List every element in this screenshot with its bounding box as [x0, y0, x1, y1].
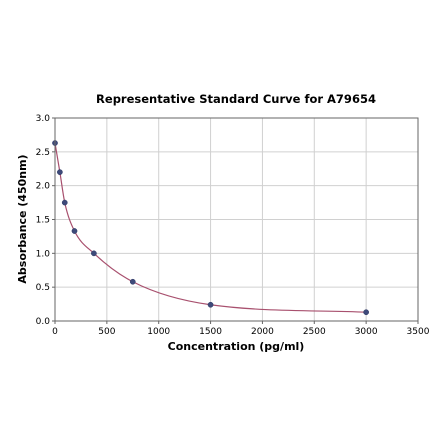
x-tick-label: 1500: [199, 327, 222, 337]
data-point: [61, 199, 68, 206]
x-tick-label: 2500: [303, 327, 326, 337]
y-tick-label: 0.5: [36, 283, 50, 293]
x-tick-label: 2000: [251, 327, 274, 337]
x-tick-label: 500: [98, 327, 115, 337]
x-axis-ticks: 0 500 1000 1500 2000 2500 3000 3500: [52, 321, 430, 337]
data-point: [71, 228, 78, 234]
y-tick-label: 1.0: [36, 249, 51, 259]
y-tick-label: 2.0: [36, 182, 51, 192]
data-point: [363, 309, 369, 316]
chart-title: Representative Standard Curve for A79654: [96, 92, 376, 106]
y-tick-label: 1.5: [36, 216, 50, 226]
data-point: [207, 301, 214, 308]
y-tick-label: 3.0: [36, 114, 51, 124]
x-tick-label: 3500: [407, 327, 430, 337]
x-tick-label: 3000: [355, 327, 378, 337]
data-point: [129, 278, 136, 285]
y-axis-label: Absorbance (450nm): [16, 154, 29, 283]
x-tick-label: 1000: [147, 327, 170, 337]
x-axis-label: Concentration (pg/ml): [168, 340, 305, 353]
data-point: [57, 169, 63, 175]
data-points: [52, 140, 369, 316]
y-tick-label: 2.5: [36, 148, 50, 158]
grid: [54, 117, 419, 322]
data-point: [91, 250, 97, 257]
y-tick-label: 0.0: [36, 317, 51, 327]
y-axis-ticks: 0.0 0.5 1.0 1.5 2.0 2.5 3.0: [36, 114, 55, 327]
x-tick-label: 0: [52, 327, 58, 337]
